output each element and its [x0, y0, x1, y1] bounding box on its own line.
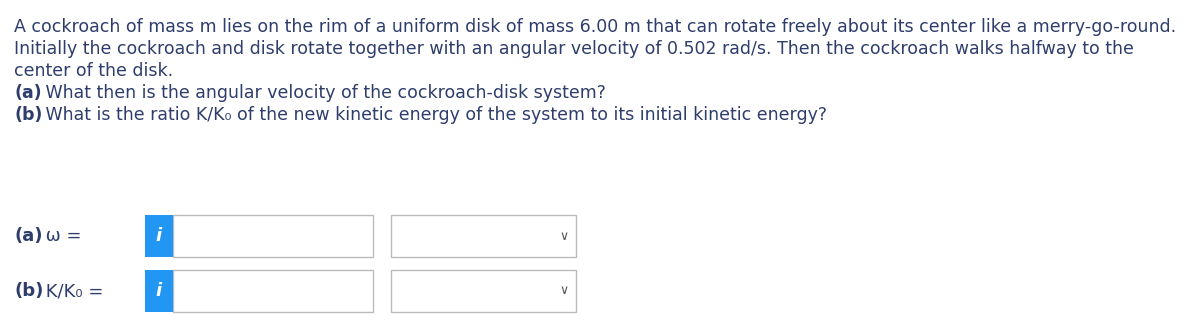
Text: (b): (b): [14, 282, 43, 300]
Text: i: i: [156, 282, 162, 300]
Text: A cockroach of mass m lies on the rim of a uniform disk of mass 6.00 m that can : A cockroach of mass m lies on the rim of…: [14, 18, 1176, 36]
Bar: [145, 215, 173, 257]
Bar: [173, 215, 373, 257]
Bar: [391, 215, 576, 257]
Text: ∨: ∨: [559, 230, 569, 242]
Text: Initially the cockroach and disk rotate together with an angular velocity of 0.5: Initially the cockroach and disk rotate …: [14, 40, 1134, 58]
Text: What then is the angular velocity of the cockroach-disk system?: What then is the angular velocity of the…: [40, 84, 606, 102]
Bar: [145, 270, 173, 312]
Text: ∨: ∨: [559, 285, 569, 298]
Text: i: i: [156, 227, 162, 245]
Bar: [391, 270, 576, 312]
Bar: [173, 270, 373, 312]
Text: ω =: ω =: [40, 227, 88, 245]
Text: (b): (b): [14, 106, 42, 124]
Text: What is the ratio K/K₀ of the new kinetic energy of the system to its initial ki: What is the ratio K/K₀ of the new kineti…: [40, 106, 827, 124]
Text: (a): (a): [14, 227, 42, 245]
Text: center of the disk.: center of the disk.: [14, 62, 173, 80]
Text: (a): (a): [14, 84, 42, 102]
Text: K/K₀ =: K/K₀ =: [40, 282, 109, 300]
